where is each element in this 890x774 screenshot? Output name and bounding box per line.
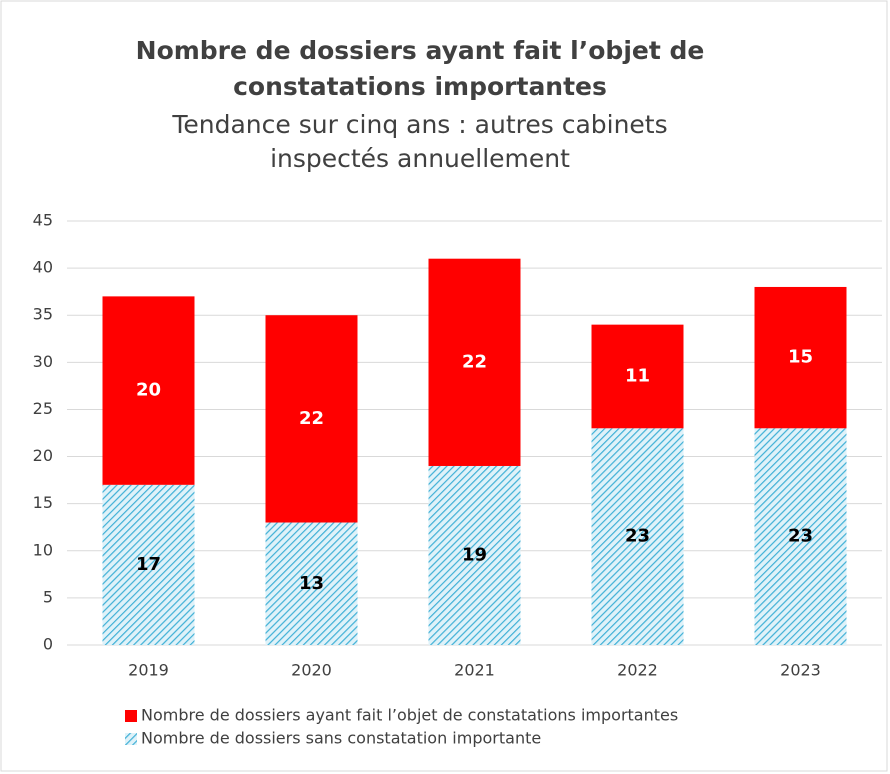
data-label: 23	[788, 526, 813, 547]
y-tick-label: 15	[33, 493, 53, 512]
data-label: 15	[788, 347, 813, 368]
bar-segment	[265, 522, 358, 645]
bar-segment	[428, 258, 521, 466]
data-label: 22	[299, 408, 324, 429]
x-tick-label: 2021	[454, 661, 495, 680]
chart-title: Nombre de dossiers ayant fait l’objet de	[136, 36, 705, 65]
chart-title: constatations importantes	[233, 72, 607, 101]
bar-segment	[591, 428, 684, 645]
legend-label: Nombre de dossiers ayant fait l’objet de…	[141, 706, 678, 725]
y-tick-label: 45	[33, 211, 53, 230]
data-label: 20	[136, 380, 161, 401]
y-tick-label: 40	[33, 258, 53, 277]
legend-swatch	[125, 710, 137, 722]
bar-segment	[102, 296, 195, 485]
data-label: 13	[299, 573, 324, 594]
y-tick-label: 0	[43, 635, 53, 654]
data-label: 23	[625, 526, 650, 547]
x-tick-label: 2020	[291, 661, 332, 680]
chart-subtitle: Tendance sur cinq ans : autres cabinets	[171, 110, 667, 139]
bar-segment	[754, 286, 847, 429]
y-tick-label: 30	[33, 352, 53, 371]
bar-segment	[754, 428, 847, 645]
y-tick-label: 20	[33, 446, 53, 465]
data-label: 22	[462, 351, 487, 372]
x-tick-label: 2023	[780, 661, 821, 680]
x-tick-label: 2022	[617, 661, 658, 680]
bar-segment	[591, 324, 684, 429]
chart-subtitle: inspectés annuellement	[270, 144, 570, 173]
data-label: 11	[625, 365, 650, 386]
data-label: 19	[462, 544, 487, 565]
legend-swatch	[125, 733, 137, 745]
bar-segment	[102, 484, 195, 645]
legend-label: Nombre de dossiers sans constatation imp…	[141, 729, 541, 748]
bar-segment	[265, 315, 358, 523]
y-tick-label: 5	[43, 587, 53, 606]
y-tick-label: 10	[33, 540, 53, 559]
y-tick-label: 25	[33, 399, 53, 418]
x-tick-label: 2019	[128, 661, 169, 680]
y-tick-label: 35	[33, 305, 53, 324]
bar-segment	[428, 465, 521, 645]
data-label: 17	[136, 554, 161, 575]
